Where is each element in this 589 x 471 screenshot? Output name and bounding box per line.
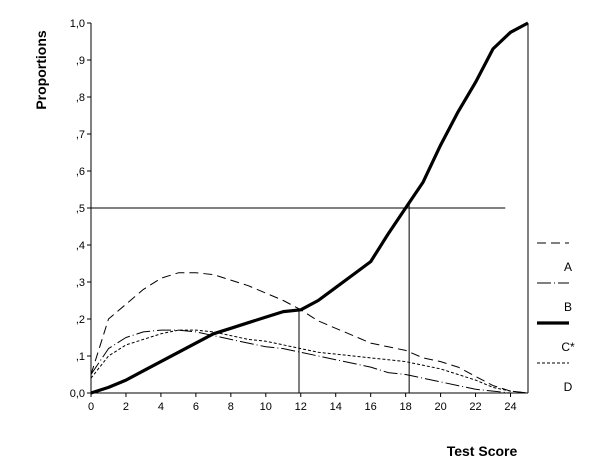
x-tick-label: 14: [330, 401, 342, 413]
x-tick-label: 24: [504, 401, 516, 413]
legend-label-1: A: [564, 260, 572, 274]
x-tick-label: 16: [365, 401, 377, 413]
legend-label-2: B: [564, 300, 572, 314]
y-tick-label: ,6: [76, 166, 85, 178]
x-tick-label: 18: [400, 401, 412, 413]
legend-label-3: C*: [561, 340, 575, 354]
y-tick-label: ,5: [76, 203, 85, 215]
x-tick-label: 22: [469, 401, 481, 413]
y-tick-label: ,1: [76, 351, 85, 363]
x-axis-title: Test Score: [447, 443, 518, 459]
legend-label-4: D: [564, 380, 573, 394]
x-tick-label: 0: [88, 401, 94, 413]
y-tick-label: ,7: [76, 129, 85, 141]
series-line-2: [90, 329, 528, 394]
x-tick-label: 10: [260, 401, 272, 413]
series-line-3: [90, 21, 529, 395]
y-tick-label: ,8: [76, 92, 85, 104]
x-tick-label: 4: [158, 401, 164, 413]
series-line-1: [90, 272, 529, 394]
x-tick-label: 2: [123, 401, 129, 413]
y-tick-label: 0,0: [70, 388, 85, 400]
x-tick-label: 20: [434, 401, 446, 413]
y-tick-label: ,2: [76, 314, 85, 326]
y-tick-label: ,9: [76, 55, 85, 67]
x-tick-label: 6: [193, 401, 199, 413]
y-axis-title: Proportions: [33, 30, 49, 110]
axes: 0,0,1,2,3,4,5,6,7,8,91,00 2 4 6 8 10 12 14 16 18 2…: [70, 18, 528, 413]
plot-area: [90, 21, 529, 395]
legend: A B C* D: [537, 242, 575, 394]
series-line-4: [90, 329, 529, 394]
y-tick-label: ,3: [76, 277, 85, 289]
y-tick-label: ,4: [76, 240, 85, 252]
x-tick-label: 12: [295, 401, 307, 413]
x-tick-label: 8: [228, 401, 234, 413]
y-tick-label: 1,0: [70, 18, 85, 30]
